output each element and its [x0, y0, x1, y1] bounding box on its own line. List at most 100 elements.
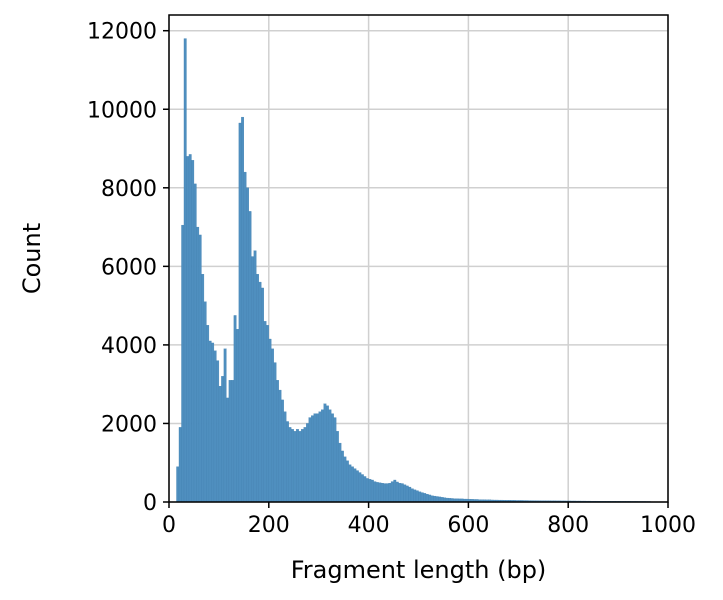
histogram-bar: [261, 287, 264, 503]
histogram-bar: [373, 481, 377, 503]
histogram-bar: [430, 495, 434, 503]
histogram-bar: [246, 187, 249, 503]
y-tick-label: 12000: [87, 20, 157, 45]
histogram-bar: [211, 342, 215, 503]
histogram-bar: [328, 409, 332, 503]
y-tick-label: 10000: [87, 98, 157, 123]
histogram-bar: [311, 415, 314, 503]
histogram-bar: [228, 380, 232, 503]
histogram-bar: [236, 329, 240, 503]
histogram-bar: [321, 409, 324, 503]
x-tick-label: 1000: [640, 513, 696, 538]
histogram-bar: [198, 234, 202, 503]
histogram-bar: [251, 256, 254, 503]
histogram-bar: [318, 411, 322, 503]
histogram-bar: [326, 405, 329, 503]
histogram-bar: [400, 483, 404, 503]
histogram-bar: [273, 362, 277, 503]
histogram-bar: [385, 483, 389, 503]
histogram-bar: [355, 470, 359, 503]
histogram-bar: [263, 321, 267, 503]
histogram-bar: [178, 427, 182, 503]
histogram-bar: [338, 442, 342, 503]
histogram-bar: [313, 413, 317, 503]
histogram-bar: [388, 482, 392, 503]
y-axis-ticks: 0 2000 4000 6000 8000 10000 12000: [87, 20, 169, 516]
histogram-bar: [238, 122, 242, 503]
histogram-bar: [281, 399, 284, 503]
histogram-bar: [181, 224, 185, 503]
histogram-bar: [363, 476, 367, 503]
histogram-bar: [370, 479, 374, 503]
histogram-bar: [348, 464, 352, 503]
histogram-bar: [308, 417, 312, 503]
histogram-bar: [358, 472, 362, 503]
histogram-bar: [410, 488, 414, 503]
histogram-bar: [333, 417, 337, 503]
histogram-bar: [218, 385, 222, 503]
histogram-bar: [286, 421, 289, 503]
histogram-bar: [223, 348, 227, 503]
histogram-bar: [393, 479, 397, 503]
x-tick-label: 200: [248, 513, 290, 538]
histogram-bar: [206, 325, 210, 503]
histogram-bar: [258, 281, 262, 503]
histogram-bar: [433, 495, 437, 503]
y-tick-label: 8000: [101, 177, 157, 202]
histogram-bar: [268, 338, 272, 503]
y-axis-label: Count: [18, 223, 46, 294]
histogram-bar: [271, 348, 274, 503]
histogram-bar: [298, 431, 302, 503]
histogram-bar: [383, 483, 387, 503]
histogram-bar: [350, 466, 354, 503]
histogram-bar: [213, 350, 217, 503]
histogram-bar: [398, 482, 402, 503]
histogram-bar: [405, 485, 409, 503]
histogram-bar: [375, 482, 379, 503]
histogram-bar: [216, 360, 220, 503]
histogram-bar: [276, 380, 279, 503]
histogram-bar: [203, 301, 207, 503]
histogram-bar: [365, 478, 369, 503]
x-tick-label: 400: [348, 513, 390, 538]
histogram-bar: [323, 403, 327, 503]
histogram-bar: [415, 490, 419, 503]
histogram-bar: [413, 489, 417, 503]
histogram-bar: [193, 183, 197, 503]
histogram-bar: [266, 325, 269, 503]
x-tick-label: 600: [447, 513, 489, 538]
histogram-bar: [288, 427, 292, 503]
histogram-bar: [353, 468, 357, 503]
histogram-bar: [425, 493, 429, 503]
histogram-bar: [303, 427, 307, 503]
histogram-bar: [253, 250, 257, 503]
histogram-bar: [420, 492, 424, 503]
histogram-bar: [378, 482, 382, 503]
plot-frame: [168, 14, 669, 503]
histogram-bar: [345, 460, 349, 503]
histogram-bar: [368, 479, 372, 503]
histogram-bar: [418, 491, 422, 503]
histogram-bar: [428, 494, 432, 503]
histogram-bar: [331, 413, 334, 503]
histogram-bar: [248, 211, 252, 503]
histogram-bar: [301, 429, 304, 503]
histogram-bar: [423, 493, 427, 503]
y-tick-label: 2000: [101, 412, 157, 437]
y-tick-label: 0: [143, 491, 157, 516]
histogram-bar: [233, 315, 237, 503]
histogram-bar: [183, 38, 187, 503]
histogram-bar: [438, 496, 442, 503]
histogram-bar: [408, 486, 412, 503]
histogram-bar: [191, 160, 195, 503]
histogram-bar: [208, 340, 212, 503]
histogram-bar: [196, 226, 200, 503]
histogram-bar: [241, 116, 244, 503]
histogram-bar: [176, 466, 180, 503]
histogram-bar: [343, 456, 347, 503]
x-tick-label: 0: [162, 513, 176, 538]
y-tick-label: 6000: [101, 255, 157, 280]
x-axis-label: Fragment length (bp): [291, 556, 547, 584]
histogram-bar: [360, 474, 364, 503]
